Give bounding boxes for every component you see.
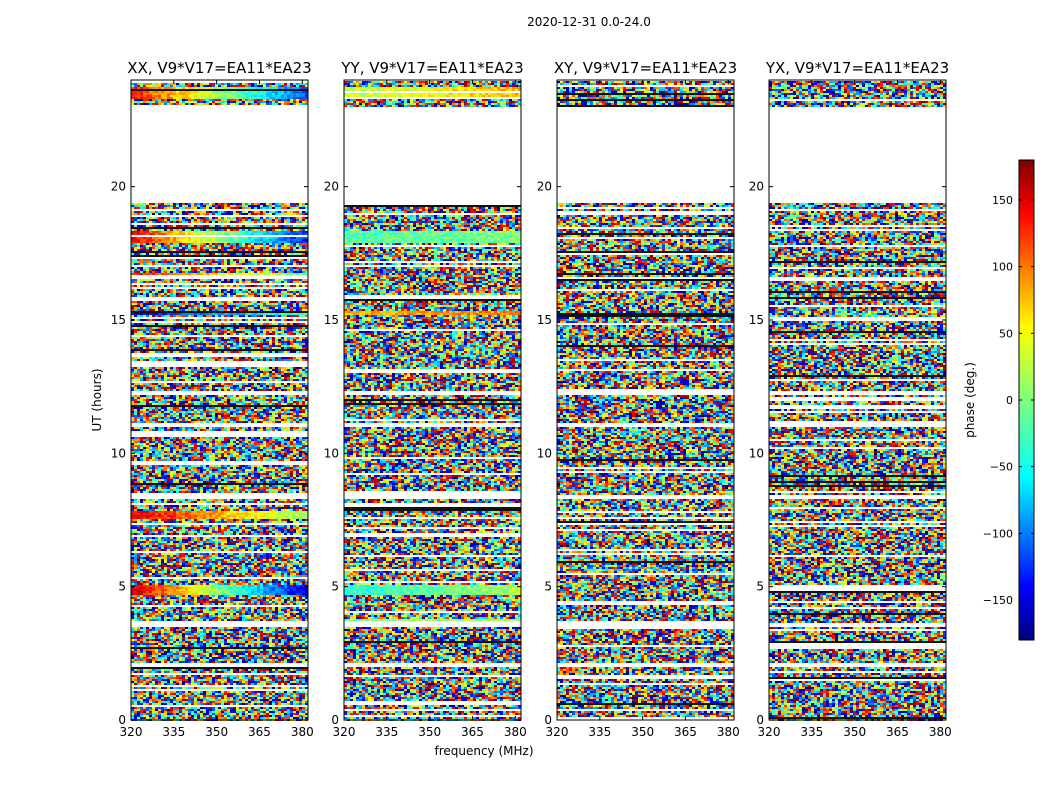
panel-title: XX, V9*V17=EA11*EA23 [127, 59, 311, 77]
y-tick-label: 15 [324, 313, 339, 327]
x-axis-label: frequency (MHz) [434, 744, 533, 758]
y-tick-label: 10 [537, 446, 552, 460]
heatmap-yx [769, 81, 946, 721]
y-tick-label: 10 [749, 446, 764, 460]
x-tick-label: 365 [674, 725, 697, 739]
colorbar-tick-label: −100 [983, 527, 1013, 540]
x-tick-label: 320 [120, 725, 143, 739]
x-tick-label: 380 [929, 725, 952, 739]
y-tick-label: 5 [756, 580, 764, 594]
panel-xx: XX, V9*V17=EA11*EA23 320 335 350 365 380 0 5 10 1… [111, 59, 314, 739]
y-tick-label: 5 [118, 580, 126, 594]
x-tick-label: 350 [418, 725, 441, 739]
x-tick-label: 335 [588, 725, 611, 739]
panel-title: YX, V9*V17=EA11*EA23 [765, 59, 949, 77]
panel-yy: YY, V9*V17=EA11*EA23 320 335 350 365 380 0 5 10 1… [324, 59, 527, 739]
y-tick-label: 20 [537, 180, 552, 194]
y-tick-label: 20 [749, 180, 764, 194]
x-tick-label: 335 [162, 725, 185, 739]
x-tick-label: 335 [800, 725, 823, 739]
x-tick-label: 365 [248, 725, 271, 739]
panel-frame [343, 79, 522, 721]
heatmap-xx [131, 83, 308, 721]
y-axis-label: UT (hours) [90, 368, 104, 431]
x-tick-label: 365 [886, 725, 909, 739]
y-tick-label: 15 [749, 313, 764, 327]
y-tick-label: 15 [537, 313, 552, 327]
colorbar-tick-label: 50 [999, 327, 1013, 340]
panel-frame [556, 79, 735, 721]
colorbar: −150 −100 −50 0 50 100 150 phase (deg.) [963, 159, 1035, 641]
y-tick-label: 0 [118, 713, 126, 727]
panel-yx: YX, V9*V17=EA11*EA23 320 335 350 365 380 0 5 10 1… [749, 59, 952, 739]
colorbar-label: phase (deg.) [963, 362, 977, 438]
colorbar-ticks: −150 −100 −50 0 50 100 150 [983, 194, 1034, 607]
figure-suptitle: 2020-12-31 0.0-24.0 [527, 15, 651, 29]
y-tick-label: 0 [756, 713, 764, 727]
x-tick-label: 380 [504, 725, 527, 739]
panel-title: YY, V9*V17=EA11*EA23 [340, 59, 523, 77]
y-tick-label: 20 [111, 180, 126, 194]
y-tick-label: 0 [331, 713, 339, 727]
panel-title: XY, V9*V17=EA11*EA23 [554, 59, 737, 77]
colorbar-tick-label: −50 [990, 461, 1013, 474]
colorbar-tick-label: 100 [992, 261, 1013, 274]
x-tick-label: 380 [717, 725, 740, 739]
x-tick-label: 350 [631, 725, 654, 739]
y-tick-label: 10 [324, 446, 339, 460]
colorbar-tick-label: 150 [992, 194, 1013, 207]
y-tick-label: 5 [331, 580, 339, 594]
heatmap-xy [557, 81, 734, 717]
y-tick-label: 20 [324, 180, 339, 194]
x-tick-label: 350 [843, 725, 866, 739]
x-tick-label: 320 [546, 725, 569, 739]
x-tick-label: 380 [291, 725, 314, 739]
y-tick-label: 10 [111, 446, 126, 460]
x-tick-label: 350 [205, 725, 228, 739]
x-tick-label: 365 [461, 725, 484, 739]
y-tick-label: 15 [111, 313, 126, 327]
colorbar-tick-label: 0 [1006, 394, 1013, 407]
y-tick-label: 0 [544, 713, 552, 727]
heatmap-yy [344, 81, 521, 721]
x-tick-label: 335 [375, 725, 398, 739]
y-tick-label: 5 [544, 580, 552, 594]
colorbar-tick-label: −150 [983, 594, 1013, 607]
x-tick-label: 320 [758, 725, 781, 739]
panel-xy: XY, V9*V17=EA11*EA23 320 335 350 365 380 0 5 10 1… [537, 59, 740, 739]
panel-frame [768, 79, 947, 721]
x-tick-label: 320 [333, 725, 356, 739]
panels: XX, V9*V17=EA11*EA23 320 335 350 365 380 0 5 10 1… [111, 59, 952, 739]
panel-frame [130, 79, 309, 721]
